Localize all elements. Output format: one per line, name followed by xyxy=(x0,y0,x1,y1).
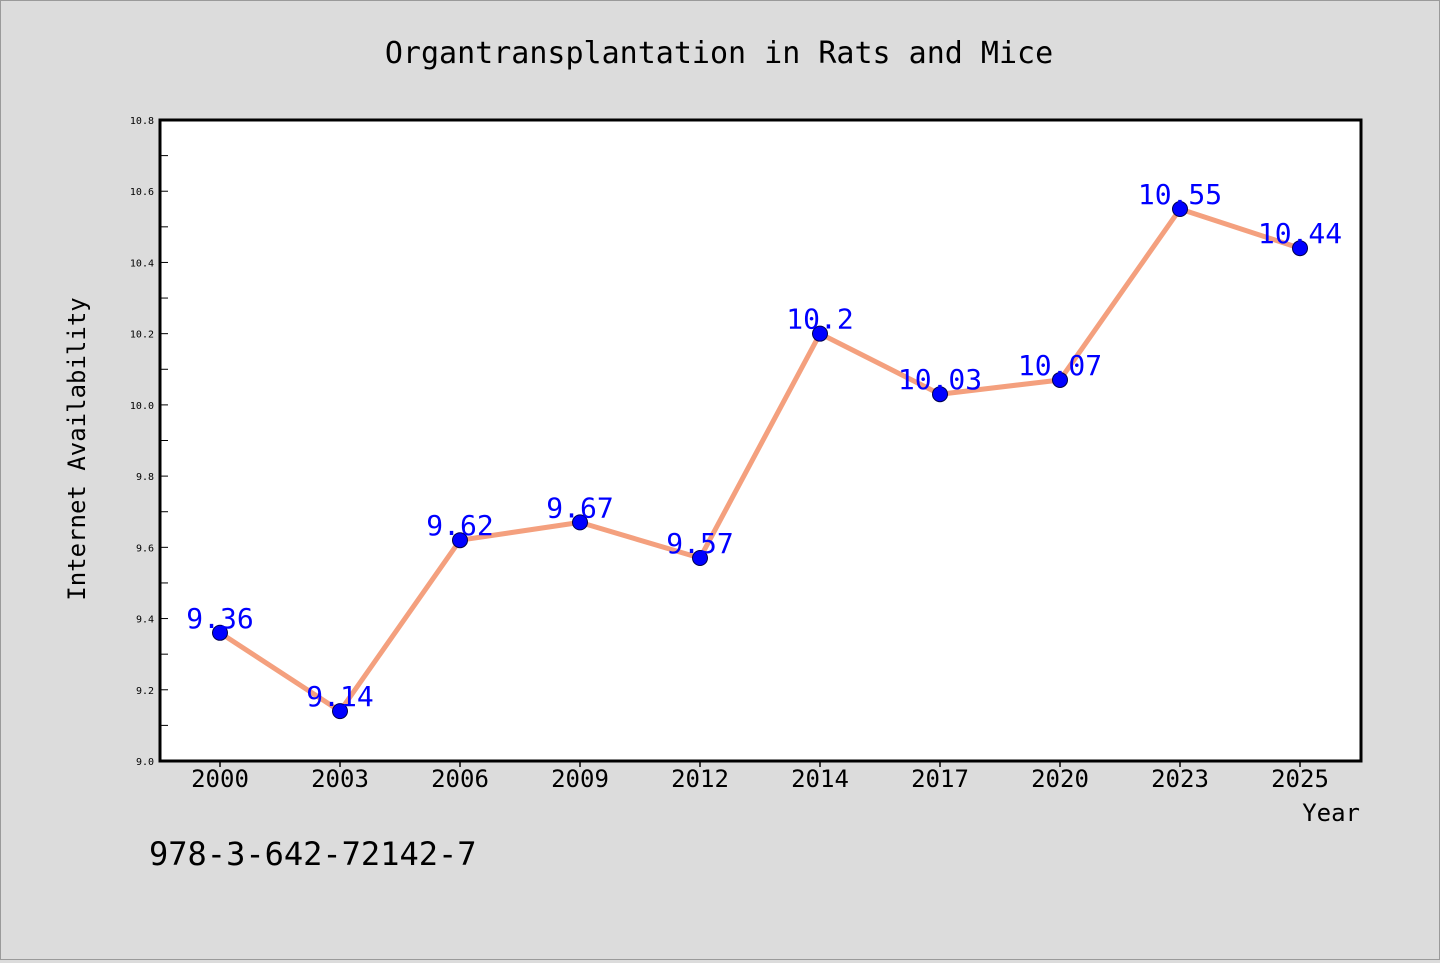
data-label: 10.2 xyxy=(786,303,853,336)
data-point xyxy=(1052,371,1068,388)
y-tick-label: 10.0 xyxy=(130,401,154,412)
x-tick-label: 2000 xyxy=(191,765,249,793)
data-label: 10.44 xyxy=(1258,217,1342,250)
y-tick-label: 9.4 xyxy=(136,615,154,626)
data-labels: 9.36 9.14 9.62 9.67 9.57 10.2 10.03 10.07 10.55 1… xyxy=(186,178,1342,713)
y-axis-label: Internet Availability xyxy=(63,297,91,600)
annotation-text: 978-3-642-72142-7 xyxy=(149,835,477,873)
x-tick-label: 2025 xyxy=(1271,765,1329,793)
data-point xyxy=(692,550,708,567)
data-label: 9.62 xyxy=(426,509,493,542)
x-axis-label: Year xyxy=(1302,799,1360,827)
data-point xyxy=(1172,201,1188,218)
y-tick-label: 10.8 xyxy=(130,116,154,127)
x-tick-label: 2023 xyxy=(1151,765,1209,793)
data-point xyxy=(1292,240,1308,257)
data-point xyxy=(332,703,348,720)
data-label: 9.14 xyxy=(306,680,373,713)
y-tick-label: 9.0 xyxy=(136,757,154,768)
data-point xyxy=(932,386,948,403)
data-point xyxy=(572,514,588,531)
data-point xyxy=(212,624,228,641)
data-point xyxy=(812,325,828,342)
data-label: 9.67 xyxy=(546,491,613,524)
y-tick-label: 10.4 xyxy=(130,258,154,269)
data-label: 10.55 xyxy=(1138,178,1222,211)
x-axis: 2000 2003 2006 2009 2012 2014 2017 2020 2023 2025 xyxy=(191,761,1329,793)
x-tick-label: 2014 xyxy=(791,765,849,793)
data-label: 9.57 xyxy=(666,527,733,560)
y-tick-label: 10.6 xyxy=(130,187,154,198)
x-tick-label: 2006 xyxy=(431,765,489,793)
y-tick-label: 9.6 xyxy=(136,543,154,554)
y-tick-label: 9.2 xyxy=(136,686,154,697)
data-label: 9.36 xyxy=(186,602,253,635)
x-tick-label: 2012 xyxy=(671,765,729,793)
chart-title: Organtransplantation in Rats and Mice xyxy=(385,36,1053,71)
y-tick-label: 9.8 xyxy=(136,472,154,483)
data-point xyxy=(452,532,468,549)
data-label: 10.07 xyxy=(1018,349,1102,382)
data-label: 10.03 xyxy=(898,363,982,396)
y-tick-label: 10.2 xyxy=(130,330,154,341)
x-tick-label: 2009 xyxy=(551,765,609,793)
y-axis: 9.0 9.2 9.4 9.6 9.8 10.0 10.2 10.4 10.6 10.8 xyxy=(130,116,168,768)
x-tick-label: 2017 xyxy=(911,765,969,793)
x-tick-label: 2003 xyxy=(311,765,369,793)
series-line xyxy=(217,206,1303,714)
data-points xyxy=(212,201,1308,720)
x-tick-label: 2020 xyxy=(1031,765,1089,793)
